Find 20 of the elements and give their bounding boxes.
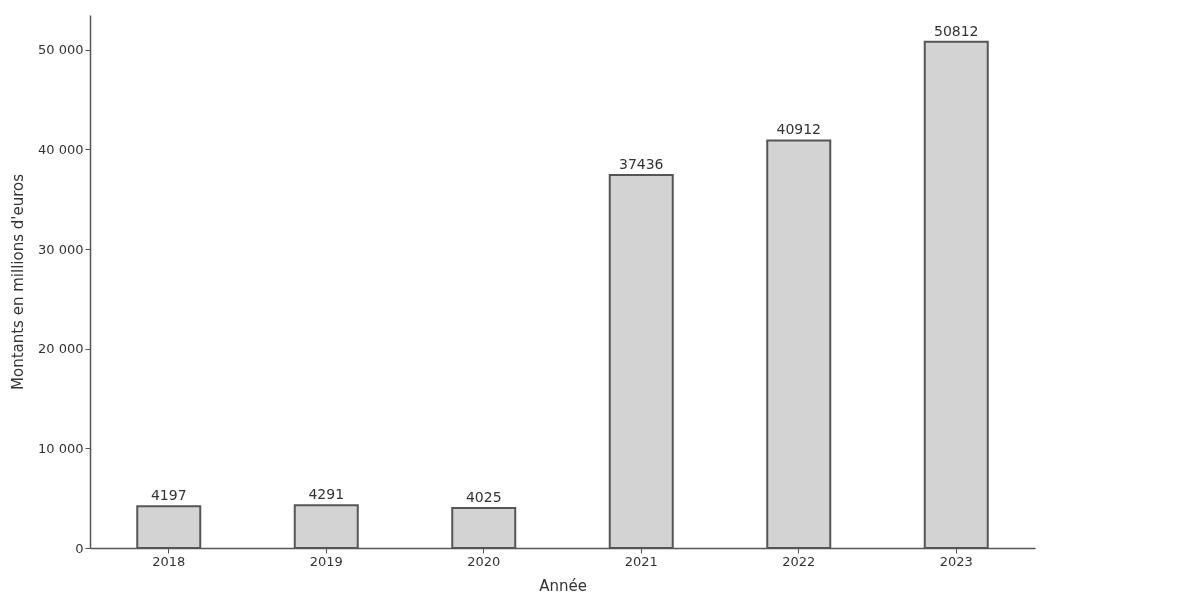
- y-tick-label: 0: [75, 540, 84, 556]
- y-tick-label: 10 000: [38, 440, 84, 456]
- x-tick-label: 2019: [309, 553, 343, 569]
- x-tick-label: 2018: [152, 553, 186, 569]
- data-label: 37436: [618, 156, 664, 173]
- x-tick-label: 2020: [467, 553, 501, 569]
- data-label: 4291: [308, 486, 345, 503]
- x-tick-label: 2022: [782, 553, 816, 569]
- data-label: 4025: [465, 488, 502, 505]
- y-tick-label: 20 000: [38, 341, 84, 357]
- x-axis-title: Année: [539, 576, 587, 595]
- data-label: 50812: [933, 22, 979, 39]
- y-axis-title: Montants en millions d'euros: [9, 173, 28, 390]
- data-label: 4197: [150, 487, 187, 504]
- y-tick-label: 50 000: [38, 42, 84, 58]
- x-tick-label: 2021: [624, 553, 658, 569]
- y-tick-label: 40 000: [38, 142, 84, 157]
- y-tick-label: 30 000: [38, 241, 84, 257]
- data-label: 40912: [776, 121, 822, 138]
- x-tick-label: 2023: [939, 553, 973, 569]
